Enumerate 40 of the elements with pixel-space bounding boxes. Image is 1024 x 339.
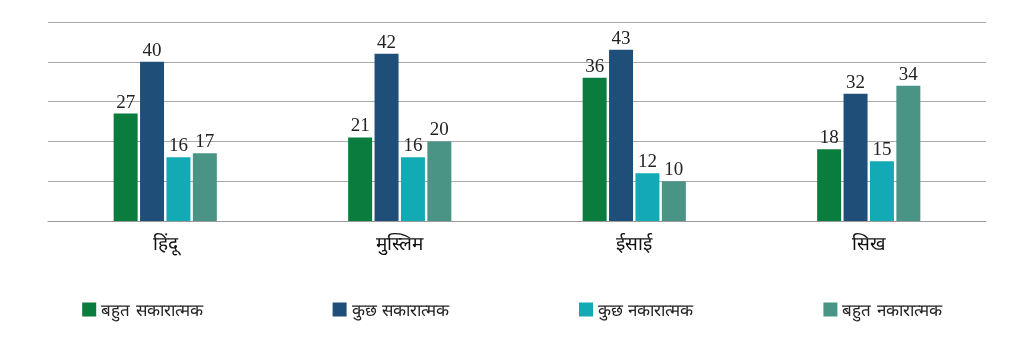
legend-label: बहुत नकारात्मक	[842, 299, 943, 322]
data-label: 15	[872, 138, 892, 160]
data-label: 12	[637, 150, 657, 172]
x-tick-label: ईसाई	[616, 231, 654, 254]
bar	[113, 113, 138, 221]
bar	[609, 49, 634, 221]
bar	[400, 157, 425, 221]
x-tick-label: मुस्लिम	[376, 231, 425, 256]
bar	[348, 137, 373, 221]
bar	[166, 157, 191, 221]
data-label: 17	[195, 130, 215, 152]
data-label: 32	[846, 70, 866, 92]
data-label: 18	[819, 126, 839, 148]
data-label: 16	[168, 134, 188, 156]
data-label: 40	[142, 38, 162, 60]
bar	[427, 141, 452, 221]
legend-label: कुछ नकारात्मक	[598, 299, 695, 321]
data-label: 42	[377, 30, 397, 52]
bar	[896, 85, 921, 221]
data-label: 27	[116, 90, 136, 112]
bar	[192, 153, 217, 221]
legend-label: कुछ सकारात्मक	[351, 299, 450, 321]
data-label: 21	[350, 114, 370, 136]
x-tick-label: हिंदू	[152, 231, 182, 256]
x-tick-label: सिख	[851, 231, 886, 254]
data-label: 36	[585, 54, 605, 76]
bar	[869, 161, 894, 221]
bar	[374, 53, 399, 221]
data-label: 43	[611, 26, 631, 48]
data-label: 20	[429, 118, 449, 140]
data-label: 34	[898, 62, 919, 84]
bar	[817, 149, 842, 221]
bar	[843, 93, 868, 221]
legend-label: बहुत सकारात्मक	[101, 299, 204, 322]
bar	[140, 61, 165, 221]
data-label: 10	[664, 158, 684, 180]
bar	[635, 173, 660, 221]
bar	[661, 181, 686, 221]
data-label: 16	[403, 134, 423, 156]
bar	[582, 77, 607, 221]
